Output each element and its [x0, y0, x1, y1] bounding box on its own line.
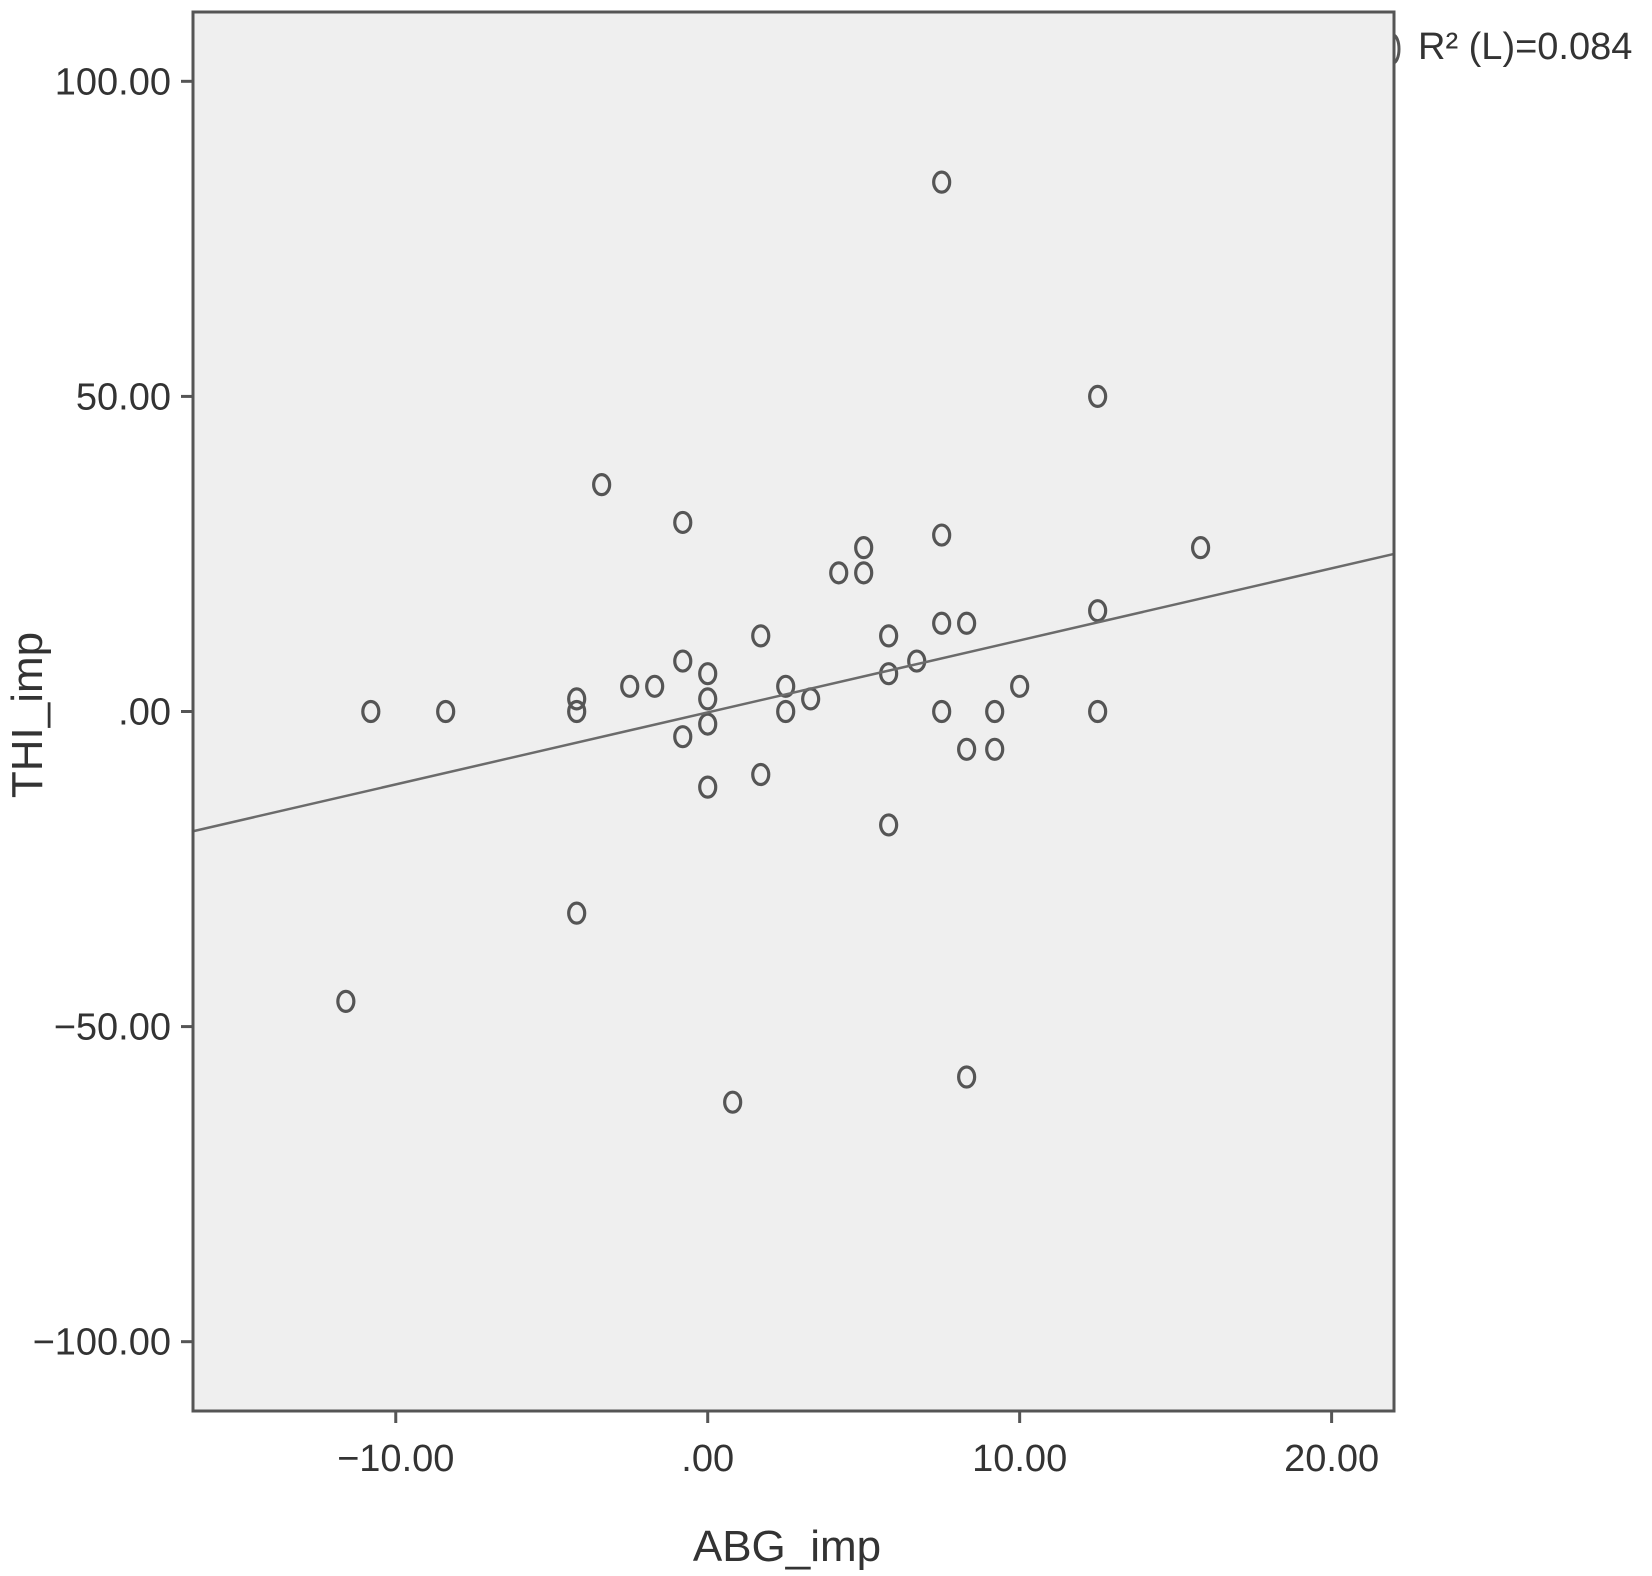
- data-point: [751, 624, 771, 648]
- data-point: [698, 687, 718, 711]
- data-point: [567, 699, 587, 724]
- x-axis-title: ABG_imp: [693, 1522, 881, 1571]
- data-point: [645, 674, 665, 698]
- data-point: [361, 699, 381, 724]
- x-tick-label: 10.00: [972, 1438, 1067, 1480]
- data-point: [1088, 384, 1108, 409]
- data-point: [776, 699, 796, 724]
- data-point: [620, 674, 640, 698]
- data-point: [776, 674, 796, 698]
- data-point: [698, 775, 718, 799]
- data-point: [957, 611, 977, 635]
- data-point: [932, 699, 952, 724]
- legend-label: R² (L)=0.084: [1418, 26, 1632, 68]
- data-point: [932, 523, 952, 547]
- data-point: [985, 737, 1005, 761]
- data-point: [829, 561, 849, 585]
- data-point: [879, 813, 899, 837]
- y-tick-label: .00: [118, 692, 171, 734]
- y-tick-label: −50.00: [54, 1007, 171, 1049]
- data-point: [879, 624, 899, 648]
- data-point: [854, 536, 874, 560]
- data-point: [673, 725, 693, 749]
- data-point: [932, 170, 952, 194]
- data-point: [698, 662, 718, 686]
- data-point: [1088, 699, 1108, 724]
- y-tick-label: 100.00: [55, 61, 171, 103]
- data-point: [698, 712, 718, 736]
- y-tick-label: 50.00: [76, 376, 171, 418]
- data-point: [957, 1065, 977, 1089]
- x-tick-label: .00: [681, 1438, 734, 1480]
- data-point: [957, 737, 977, 761]
- x-tick-label: 20.00: [1284, 1438, 1379, 1480]
- data-point: [1010, 674, 1030, 698]
- x-tick-label: −10.00: [337, 1438, 454, 1480]
- legend: R² (L)=0.084: [1392, 26, 1632, 68]
- legend-marker-icon: [1392, 33, 1401, 65]
- fit-line: [192, 552, 1395, 833]
- data-point: [985, 699, 1005, 724]
- ticks-layer: −10.00 .00 10.00 20.00 −100.00 −50.00 .00 50.00…: [33, 61, 1380, 1480]
- data-point: [436, 699, 456, 724]
- data-point: [567, 901, 587, 925]
- data-point: [673, 649, 693, 673]
- data-point: [932, 611, 952, 635]
- data-point: [592, 473, 612, 497]
- data-point: [336, 989, 356, 1013]
- y-tick-label: −100.00: [33, 1322, 171, 1364]
- y-axis-title: THI_imp: [3, 632, 52, 798]
- data-point: [1088, 599, 1108, 623]
- data-point: [751, 762, 771, 787]
- data-point: [723, 1090, 743, 1114]
- data-point: [673, 510, 693, 535]
- data-point: [854, 561, 874, 585]
- data-point: [1190, 536, 1211, 560]
- data-point: [567, 687, 587, 711]
